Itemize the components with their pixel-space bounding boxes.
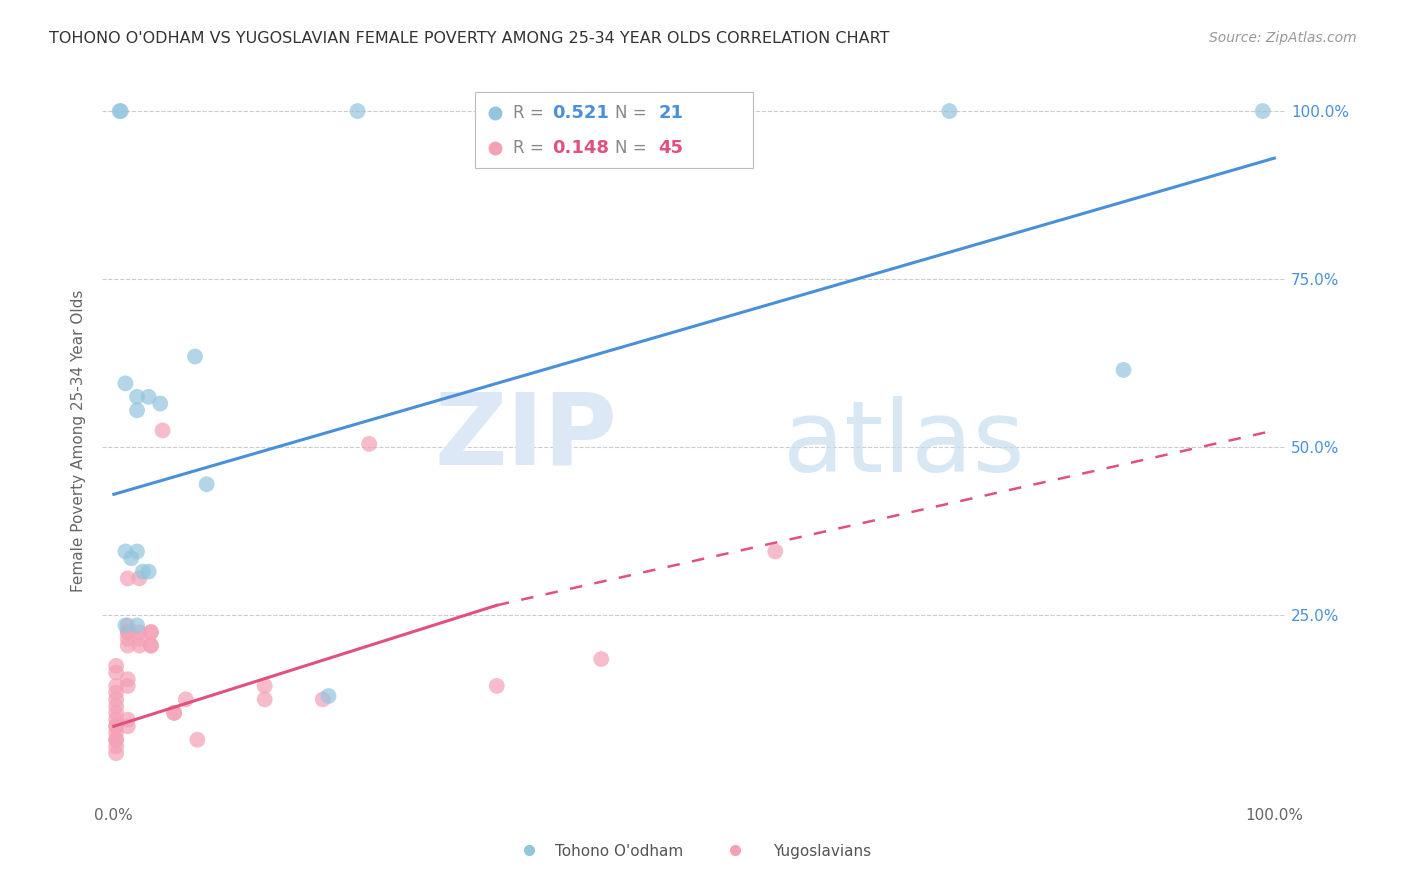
Point [152, 424, 174, 438]
Point [108, 104, 131, 119]
Point [591, 652, 613, 666]
Point [117, 625, 139, 640]
Point [105, 713, 128, 727]
Point [117, 719, 139, 733]
Point [139, 639, 162, 653]
Text: atlas: atlas [783, 396, 1025, 492]
Point [105, 699, 128, 714]
Point [359, 437, 381, 451]
Text: 0.521: 0.521 [553, 103, 609, 121]
Point [1251, 104, 1274, 119]
Text: TOHONO O'ODHAM VS YUGOSLAVIAN FEMALE POVERTY AMONG 25-34 YEAR OLDS CORRELATION C: TOHONO O'ODHAM VS YUGOSLAVIAN FEMALE POV… [49, 31, 890, 46]
Text: N =: N = [614, 103, 647, 121]
Text: 45: 45 [658, 138, 683, 157]
Point [128, 639, 150, 653]
Text: ZIP: ZIP [434, 388, 617, 485]
Point [105, 732, 128, 747]
Point [184, 350, 207, 364]
Point [938, 104, 960, 119]
Text: Yugoslavians: Yugoslavians [773, 845, 872, 859]
Text: 0.148: 0.148 [553, 138, 609, 157]
Point [138, 390, 160, 404]
Point [186, 732, 208, 747]
Point [253, 692, 276, 706]
Point [120, 551, 142, 566]
Point [117, 625, 139, 640]
FancyBboxPatch shape [475, 92, 754, 169]
Point [149, 396, 172, 410]
Point [105, 665, 128, 680]
Point [763, 544, 786, 558]
Point [128, 571, 150, 585]
Point [105, 726, 128, 740]
Point [110, 104, 132, 119]
Point [117, 713, 139, 727]
Point [105, 692, 128, 706]
Text: Source: ZipAtlas.com: Source: ZipAtlas.com [1209, 31, 1357, 45]
Point [125, 390, 148, 404]
Point [253, 679, 276, 693]
Point [105, 658, 128, 673]
Point [346, 104, 368, 119]
Point [125, 544, 148, 558]
Point [117, 632, 139, 646]
Point [105, 719, 128, 733]
Point [117, 672, 139, 686]
Text: 21: 21 [658, 103, 683, 121]
Point [105, 719, 128, 733]
Point [105, 679, 128, 693]
Point [117, 618, 139, 632]
Point [128, 632, 150, 646]
Point [105, 706, 128, 720]
Point [163, 706, 186, 720]
Point [114, 618, 136, 632]
Point [117, 571, 139, 585]
Point [114, 376, 136, 391]
Text: Tohono O'odham: Tohono O'odham [554, 845, 683, 859]
Point [117, 639, 139, 653]
Point [128, 625, 150, 640]
Point [174, 692, 197, 706]
Y-axis label: Female Poverty Among 25-34 Year Olds: Female Poverty Among 25-34 Year Olds [72, 289, 86, 591]
Point [163, 706, 186, 720]
Point [132, 565, 155, 579]
Point [125, 618, 148, 632]
Point [485, 679, 508, 693]
Point [138, 565, 160, 579]
Point [117, 679, 139, 693]
Point [105, 732, 128, 747]
Point [312, 692, 335, 706]
Point [114, 544, 136, 558]
Point [105, 746, 128, 760]
Text: N =: N = [614, 138, 647, 157]
Point [139, 625, 162, 640]
Point [195, 477, 218, 491]
Text: R =: R = [513, 103, 544, 121]
Point [105, 739, 128, 754]
Point [125, 403, 148, 417]
Text: R =: R = [513, 138, 544, 157]
Point [105, 686, 128, 700]
Point [318, 689, 340, 703]
Point [139, 639, 162, 653]
Point [1112, 363, 1135, 377]
Point [139, 625, 162, 640]
